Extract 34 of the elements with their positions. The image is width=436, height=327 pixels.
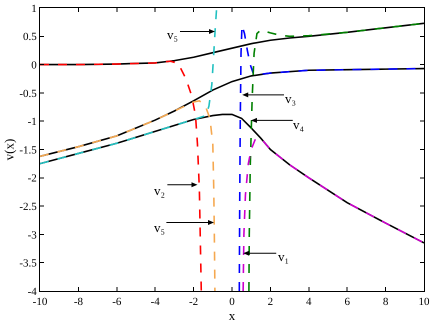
y-axis-title: v(x) — [1, 138, 16, 160]
x-tick-label: 8 — [382, 296, 389, 308]
y-tick-label: -2.5 — [19, 200, 38, 213]
x-tick-label: -8 — [74, 296, 84, 308]
x-tick-label: -4 — [150, 296, 160, 308]
line-series — [242, 137, 424, 291]
annotation: v₂ — [154, 183, 166, 198]
x-tick-label: 10 — [418, 296, 430, 308]
y-tick-label: -3.5 — [19, 258, 38, 270]
annotation: v₁ — [278, 249, 290, 264]
y-tick-label: -2 — [28, 172, 37, 185]
x-tick-label: 4 — [306, 296, 312, 308]
y-tick-label: 1 — [31, 2, 37, 15]
line-series — [40, 8, 218, 164]
y-tick-label: -3 — [28, 229, 38, 242]
x-tick-label: 0 — [229, 296, 236, 308]
annotation: v₄ — [293, 117, 304, 132]
annotation: v₅ — [154, 220, 166, 235]
y-tick-label: 0 — [31, 59, 38, 72]
x-tick-label: 2 — [268, 296, 274, 308]
y-tick-label: -1.5 — [19, 144, 38, 156]
line-series — [40, 60, 202, 291]
y-tick-label: -1 — [28, 116, 37, 128]
y-tick-label: -0.5 — [19, 88, 38, 100]
x-tick-label: -10 — [32, 296, 48, 308]
x-axis-title: x — [228, 308, 236, 324]
y-tick-label: -4 — [28, 286, 38, 298]
y-tick-label: 0.5 — [23, 31, 38, 44]
x-tick-label: 6 — [344, 296, 350, 308]
x-tick-label: -2 — [189, 296, 198, 308]
x-tick-label: -6 — [112, 296, 122, 308]
annotation: v₅ — [167, 27, 178, 42]
line-series — [40, 100, 216, 291]
annotation: v₃ — [285, 91, 296, 106]
